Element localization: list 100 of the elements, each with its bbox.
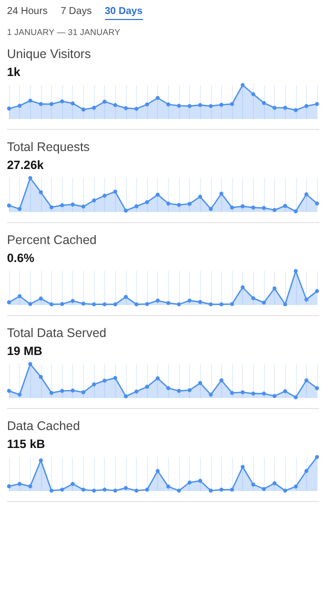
point [134, 302, 138, 306]
point [208, 302, 213, 306]
point [18, 104, 22, 108]
point [7, 204, 11, 208]
text: 30 Days [104, 6, 143, 20]
point [230, 102, 234, 106]
point [113, 103, 118, 108]
point [208, 392, 213, 397]
point [28, 98, 32, 103]
point [156, 192, 160, 197]
point [49, 102, 54, 106]
point [134, 204, 138, 208]
point [294, 108, 298, 112]
point [230, 206, 234, 210]
point [166, 102, 170, 106]
point [198, 194, 202, 199]
point [166, 484, 170, 489]
point [81, 107, 86, 112]
point [294, 395, 298, 400]
point [28, 302, 32, 306]
point [92, 106, 96, 110]
point [81, 488, 86, 492]
point [70, 101, 75, 106]
point [92, 488, 96, 493]
point [294, 209, 298, 214]
point [49, 488, 54, 493]
point [38, 296, 43, 301]
point [251, 482, 256, 487]
point [124, 294, 128, 299]
point [315, 289, 319, 294]
point [294, 484, 298, 489]
point [272, 106, 277, 110]
point [92, 302, 96, 306]
point [70, 298, 75, 303]
point [166, 386, 170, 390]
chart-subtitle: 27.26k [7, 158, 45, 172]
point [304, 468, 308, 473]
chart-title: Unique Visitors [7, 47, 92, 61]
chart-title: Total Data Served [7, 326, 108, 340]
chart-subtitle: 19 MB [7, 344, 44, 358]
chart-subtitle: 115 kB [7, 437, 46, 451]
point [145, 200, 150, 204]
point [18, 392, 22, 397]
point [208, 206, 213, 211]
point [38, 190, 43, 194]
point [113, 488, 118, 493]
point [7, 388, 11, 393]
point [240, 285, 245, 290]
point [49, 302, 54, 306]
point [60, 302, 64, 306]
point [166, 202, 170, 206]
point [166, 300, 170, 305]
point [176, 388, 181, 393]
point [145, 384, 150, 389]
point [156, 298, 160, 303]
point [28, 484, 32, 488]
point [188, 104, 192, 108]
point [304, 298, 308, 302]
point [156, 376, 160, 380]
point [283, 488, 288, 493]
point [240, 204, 245, 208]
point [38, 458, 43, 462]
text: 24 Hours [7, 6, 48, 19]
point [113, 376, 118, 380]
point [262, 486, 266, 491]
point [18, 482, 22, 486]
point [304, 104, 308, 108]
point [294, 269, 298, 273]
point [230, 488, 234, 492]
point [145, 302, 150, 306]
point [81, 390, 86, 394]
point [176, 302, 181, 306]
point [176, 202, 181, 207]
chart-subtitle: 1k [7, 65, 22, 79]
point [113, 190, 118, 194]
point [124, 394, 128, 398]
point [272, 481, 277, 486]
point [315, 455, 319, 459]
point [102, 302, 107, 306]
point [315, 102, 319, 106]
point [102, 378, 107, 383]
point [145, 102, 150, 106]
point [92, 382, 96, 386]
point [283, 389, 288, 394]
point [283, 302, 288, 306]
point [219, 488, 224, 492]
point [262, 101, 266, 106]
point [156, 96, 160, 100]
point [124, 106, 128, 110]
point [28, 362, 32, 366]
point [219, 378, 224, 382]
point [272, 286, 277, 290]
point [315, 202, 319, 206]
point [188, 298, 192, 303]
point [315, 386, 319, 390]
point [262, 392, 266, 396]
point [60, 488, 64, 492]
point [198, 381, 202, 386]
point [251, 206, 256, 210]
point [81, 302, 86, 306]
